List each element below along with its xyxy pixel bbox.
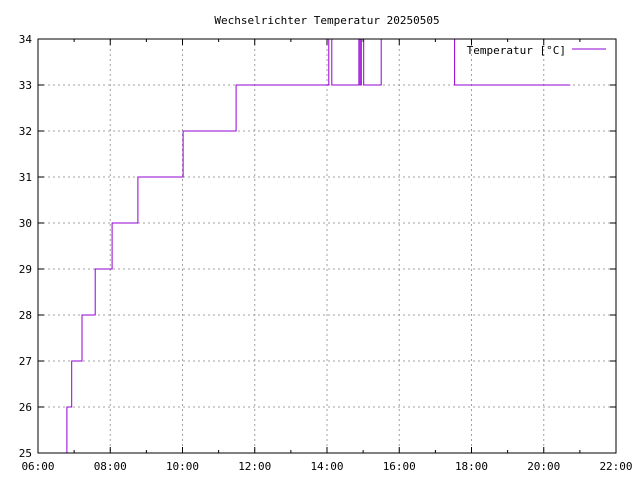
grid: [38, 39, 616, 453]
y-tick-label: 32: [19, 125, 32, 138]
x-tick-label: 16:00: [383, 460, 416, 473]
y-tick-label: 30: [19, 217, 32, 230]
x-tick-label: 18:00: [455, 460, 488, 473]
x-tick-label: 06:00: [21, 460, 54, 473]
x-tick-label: 14:00: [310, 460, 343, 473]
y-tick-label: 27: [19, 355, 32, 368]
legend: Temperatur [°C]: [467, 44, 606, 57]
y-tick-label: 29: [19, 263, 32, 276]
y-tick-label: 26: [19, 401, 32, 414]
y-tick-label: 28: [19, 309, 32, 322]
x-tick-label: 08:00: [94, 460, 127, 473]
x-tick-label: 22:00: [599, 460, 632, 473]
y-tick-label: 33: [19, 79, 32, 92]
series: [66, 38, 571, 454]
y-tick-label: 34: [19, 33, 33, 46]
x-tick-label: 10:00: [166, 460, 199, 473]
chart-title: Wechselrichter Temperatur 20250505: [214, 14, 439, 27]
axis-ticks: 25 26 27 28 29 30 31 32 33 34 06:00 08:00 10:00 12:00…: [19, 33, 633, 473]
series-line: [66, 38, 571, 454]
plot-border: [37, 38, 617, 454]
legend-label: Temperatur [°C]: [467, 44, 566, 57]
x-tick-label: 12:00: [238, 460, 271, 473]
y-tick-label: 25: [19, 447, 32, 460]
y-tick-label: 31: [19, 171, 32, 184]
x-tick-label: 20:00: [527, 460, 560, 473]
